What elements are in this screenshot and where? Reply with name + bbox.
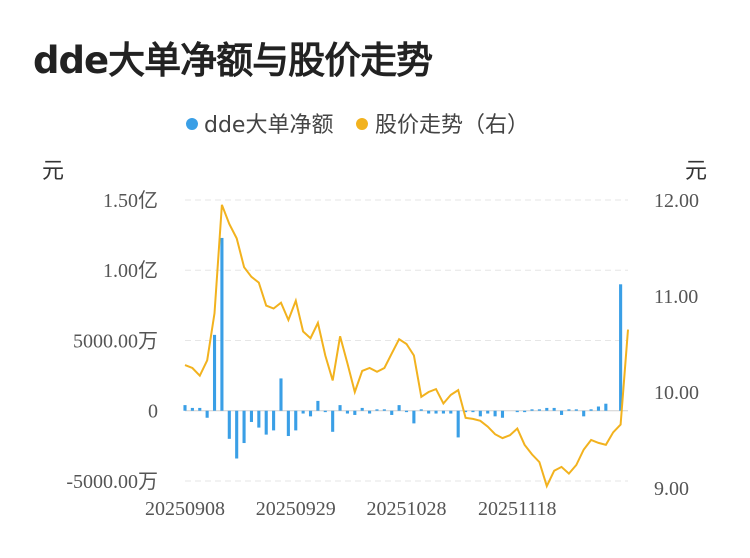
dde-bar bbox=[279, 378, 283, 411]
right-tick-label: 11.00 bbox=[654, 286, 698, 308]
dde-bar bbox=[316, 400, 320, 411]
dde-bar bbox=[390, 410, 394, 415]
chart-title: dde大单净额与股价走势 bbox=[33, 39, 433, 82]
legend-marker-price bbox=[356, 118, 368, 130]
dde-bar bbox=[368, 410, 372, 414]
dde-bar bbox=[404, 410, 409, 413]
left-tick-label: 1.00亿 bbox=[103, 259, 158, 282]
dde-bar bbox=[441, 410, 445, 414]
dde-bar bbox=[552, 407, 556, 411]
legend-marker-dde bbox=[186, 118, 198, 130]
x-axis: 20250908 20250929 20251028 20251118 bbox=[145, 498, 557, 520]
dde-bar bbox=[353, 410, 357, 415]
dde-bar bbox=[537, 409, 541, 411]
dde-bar bbox=[183, 405, 187, 411]
right-tick-label: 9.00 bbox=[654, 478, 689, 500]
dde-bar bbox=[434, 410, 438, 414]
dde-bar-series bbox=[183, 237, 623, 459]
right-axis-unit: 元 bbox=[685, 159, 707, 184]
x-tick-label: 20251118 bbox=[478, 498, 557, 520]
dde-bar bbox=[589, 409, 593, 411]
dde-bar bbox=[545, 407, 549, 411]
dde-bar bbox=[582, 410, 586, 417]
dde-bar bbox=[596, 406, 601, 411]
dde-bar bbox=[478, 410, 482, 417]
dde-bar bbox=[190, 407, 194, 411]
dde-bar bbox=[375, 409, 379, 411]
dde-bar bbox=[242, 410, 246, 444]
dde-bar bbox=[604, 403, 608, 411]
x-tick-label: 20250908 bbox=[145, 498, 225, 520]
dde-bar bbox=[397, 405, 401, 411]
dde-bar bbox=[412, 410, 416, 424]
dde-bar bbox=[574, 409, 578, 411]
left-tick-label: 0 bbox=[148, 401, 158, 423]
dde-bar bbox=[308, 410, 313, 417]
legend-label-price: 股价走势（右） bbox=[375, 113, 529, 138]
dde-bar bbox=[331, 410, 335, 432]
gridlines bbox=[185, 199, 628, 482]
dde-bar bbox=[345, 410, 349, 414]
dde-bar bbox=[264, 410, 268, 435]
dde-bar bbox=[301, 410, 305, 414]
dde-bar bbox=[464, 410, 468, 413]
dde-bar bbox=[294, 410, 298, 431]
left-tick-label: -5000.00万 bbox=[66, 471, 158, 493]
left-tick-label: 5000.00万 bbox=[73, 330, 158, 352]
dde-bar bbox=[286, 410, 290, 437]
dde-bar bbox=[619, 284, 623, 411]
price-line-series bbox=[184, 204, 629, 489]
dde-bar bbox=[419, 409, 423, 411]
dde-bar bbox=[567, 409, 571, 411]
x-tick-label: 20251028 bbox=[367, 498, 447, 520]
dde-bar bbox=[338, 405, 342, 411]
dde-bar bbox=[235, 410, 239, 459]
dde-bar bbox=[205, 410, 209, 418]
dde-bar bbox=[272, 410, 276, 431]
dde-bar bbox=[198, 407, 202, 411]
dde-bar bbox=[249, 410, 254, 422]
left-axis-unit: 元 bbox=[42, 159, 64, 184]
dde-bar bbox=[456, 410, 460, 438]
right-tick-label: 12.00 bbox=[654, 190, 699, 212]
dde-bar bbox=[449, 410, 453, 414]
dde-bar bbox=[227, 410, 231, 439]
dde-bar bbox=[220, 237, 224, 411]
dde-bar bbox=[212, 334, 217, 411]
dde-bar bbox=[427, 410, 431, 414]
left-tick-label: 1.50亿 bbox=[103, 189, 158, 212]
left-axis: -5000.00万 0 5000.00万 1.00亿 1.50亿 bbox=[66, 189, 158, 493]
legend-label-dde: dde大单净额 bbox=[204, 113, 333, 138]
dde-bar bbox=[323, 410, 327, 413]
dde-bar bbox=[530, 409, 534, 411]
dde-bar bbox=[486, 410, 490, 414]
dde-bar bbox=[500, 410, 505, 418]
right-axis: 9.00 10.00 11.00 12.00 bbox=[654, 190, 699, 500]
dde-bar bbox=[471, 410, 475, 413]
dde-bar bbox=[257, 410, 261, 428]
dde-bar bbox=[515, 410, 519, 413]
dde-bar bbox=[360, 407, 364, 411]
dde-bar bbox=[493, 410, 497, 417]
dde-bar bbox=[523, 410, 527, 413]
x-tick-label: 20250929 bbox=[256, 498, 336, 520]
dde-bar bbox=[559, 410, 564, 415]
legend[interactable]: dde大单净额 股价走势（右） bbox=[186, 113, 529, 138]
dde-bar bbox=[382, 409, 386, 411]
right-tick-label: 10.00 bbox=[654, 382, 699, 404]
